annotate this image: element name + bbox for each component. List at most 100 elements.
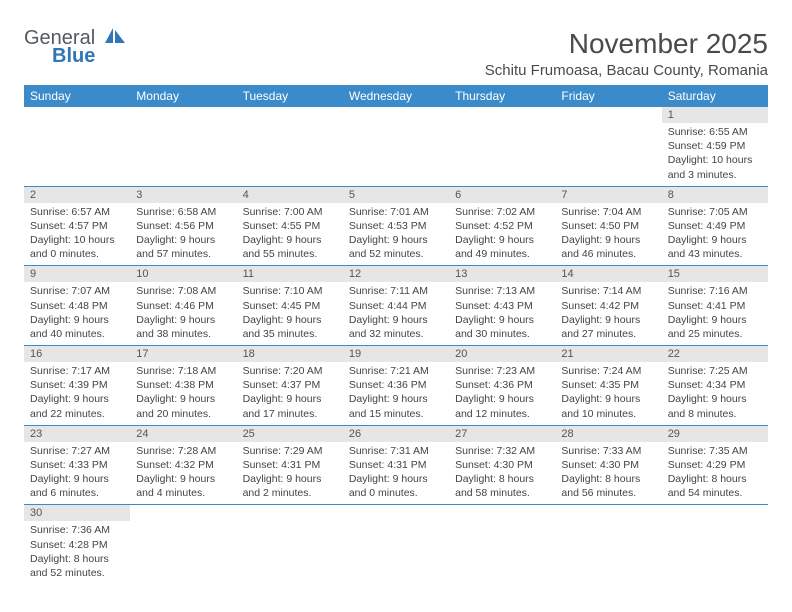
sunrise-text: Sunrise: 7:36 AM [30, 523, 124, 537]
day-cell: 30Sunrise: 7:36 AMSunset: 4:28 PMDayligh… [24, 505, 130, 584]
day-details: Sunrise: 7:25 AMSunset: 4:34 PMDaylight:… [662, 362, 768, 425]
day-cell [343, 107, 449, 186]
sunrise-text: Sunrise: 7:11 AM [349, 284, 443, 298]
sunrise-text: Sunrise: 7:17 AM [30, 364, 124, 378]
daylight-text: Daylight: 9 hours and 38 minutes. [136, 313, 230, 341]
daylight-text: Daylight: 9 hours and 6 minutes. [30, 472, 124, 500]
day-header: Sunday [24, 85, 130, 107]
day-cell: 19Sunrise: 7:21 AMSunset: 4:36 PMDayligh… [343, 346, 449, 426]
day-header: Wednesday [343, 85, 449, 107]
calendar-body: 1Sunrise: 6:55 AMSunset: 4:59 PMDaylight… [24, 107, 768, 584]
day-cell: 21Sunrise: 7:24 AMSunset: 4:35 PMDayligh… [555, 346, 661, 426]
daylight-text: Daylight: 9 hours and 32 minutes. [349, 313, 443, 341]
daylight-text: Daylight: 8 hours and 58 minutes. [455, 472, 549, 500]
day-details: Sunrise: 7:18 AMSunset: 4:38 PMDaylight:… [130, 362, 236, 425]
day-details: Sunrise: 7:07 AMSunset: 4:48 PMDaylight:… [24, 282, 130, 345]
day-number: 23 [24, 426, 130, 442]
day-cell: 25Sunrise: 7:29 AMSunset: 4:31 PMDayligh… [237, 425, 343, 505]
day-number: 8 [662, 187, 768, 203]
logo: General Blue [24, 28, 127, 66]
day-number: 3 [130, 187, 236, 203]
day-number: 11 [237, 266, 343, 282]
daylight-text: Daylight: 8 hours and 52 minutes. [30, 552, 124, 580]
day-details: Sunrise: 7:11 AMSunset: 4:44 PMDaylight:… [343, 282, 449, 345]
day-cell [237, 505, 343, 584]
day-details: Sunrise: 7:13 AMSunset: 4:43 PMDaylight:… [449, 282, 555, 345]
day-cell: 9Sunrise: 7:07 AMSunset: 4:48 PMDaylight… [24, 266, 130, 346]
sunset-text: Sunset: 4:34 PM [668, 378, 762, 392]
day-details: Sunrise: 7:20 AMSunset: 4:37 PMDaylight:… [237, 362, 343, 425]
sunset-text: Sunset: 4:31 PM [349, 458, 443, 472]
daylight-text: Daylight: 10 hours and 0 minutes. [30, 233, 124, 261]
day-cell: 22Sunrise: 7:25 AMSunset: 4:34 PMDayligh… [662, 346, 768, 426]
day-number: 24 [130, 426, 236, 442]
sunrise-text: Sunrise: 7:10 AM [243, 284, 337, 298]
sunrise-text: Sunrise: 7:07 AM [30, 284, 124, 298]
sunrise-text: Sunrise: 7:16 AM [668, 284, 762, 298]
sunset-text: Sunset: 4:38 PM [136, 378, 230, 392]
sunrise-text: Sunrise: 7:31 AM [349, 444, 443, 458]
week-row: 9Sunrise: 7:07 AMSunset: 4:48 PMDaylight… [24, 266, 768, 346]
day-details: Sunrise: 7:35 AMSunset: 4:29 PMDaylight:… [662, 442, 768, 505]
sunset-text: Sunset: 4:49 PM [668, 219, 762, 233]
sunrise-text: Sunrise: 7:25 AM [668, 364, 762, 378]
sunset-text: Sunset: 4:57 PM [30, 219, 124, 233]
daylight-text: Daylight: 9 hours and 40 minutes. [30, 313, 124, 341]
daylight-text: Daylight: 9 hours and 25 minutes. [668, 313, 762, 341]
day-details: Sunrise: 7:00 AMSunset: 4:55 PMDaylight:… [237, 203, 343, 266]
day-cell: 2Sunrise: 6:57 AMSunset: 4:57 PMDaylight… [24, 186, 130, 266]
daylight-text: Daylight: 9 hours and 57 minutes. [136, 233, 230, 261]
day-number: 16 [24, 346, 130, 362]
day-header: Friday [555, 85, 661, 107]
sunrise-text: Sunrise: 7:23 AM [455, 364, 549, 378]
daylight-text: Daylight: 9 hours and 55 minutes. [243, 233, 337, 261]
daylight-text: Daylight: 8 hours and 54 minutes. [668, 472, 762, 500]
daylight-text: Daylight: 9 hours and 52 minutes. [349, 233, 443, 261]
daylight-text: Daylight: 9 hours and 35 minutes. [243, 313, 337, 341]
sunset-text: Sunset: 4:56 PM [136, 219, 230, 233]
day-details: Sunrise: 7:05 AMSunset: 4:49 PMDaylight:… [662, 203, 768, 266]
day-cell [449, 107, 555, 186]
day-number: 25 [237, 426, 343, 442]
sunset-text: Sunset: 4:41 PM [668, 299, 762, 313]
day-number: 30 [24, 505, 130, 521]
daylight-text: Daylight: 9 hours and 20 minutes. [136, 392, 230, 420]
sunset-text: Sunset: 4:33 PM [30, 458, 124, 472]
day-cell: 11Sunrise: 7:10 AMSunset: 4:45 PMDayligh… [237, 266, 343, 346]
day-number: 29 [662, 426, 768, 442]
sunset-text: Sunset: 4:32 PM [136, 458, 230, 472]
daylight-text: Daylight: 9 hours and 0 minutes. [349, 472, 443, 500]
daylight-text: Daylight: 9 hours and 4 minutes. [136, 472, 230, 500]
week-row: 23Sunrise: 7:27 AMSunset: 4:33 PMDayligh… [24, 425, 768, 505]
sunrise-text: Sunrise: 7:28 AM [136, 444, 230, 458]
sunrise-text: Sunrise: 7:27 AM [30, 444, 124, 458]
day-header-row: Sunday Monday Tuesday Wednesday Thursday… [24, 85, 768, 107]
day-number: 13 [449, 266, 555, 282]
sunrise-text: Sunrise: 7:33 AM [561, 444, 655, 458]
daylight-text: Daylight: 9 hours and 49 minutes. [455, 233, 549, 261]
logo-sail-icon [105, 27, 127, 49]
daylight-text: Daylight: 9 hours and 22 minutes. [30, 392, 124, 420]
daylight-text: Daylight: 9 hours and 8 minutes. [668, 392, 762, 420]
sunrise-text: Sunrise: 7:00 AM [243, 205, 337, 219]
month-title: November 2025 [485, 28, 768, 60]
day-cell [449, 505, 555, 584]
day-details: Sunrise: 7:32 AMSunset: 4:30 PMDaylight:… [449, 442, 555, 505]
sunrise-text: Sunrise: 7:05 AM [668, 205, 762, 219]
day-cell: 4Sunrise: 7:00 AMSunset: 4:55 PMDaylight… [237, 186, 343, 266]
day-number: 14 [555, 266, 661, 282]
day-number: 21 [555, 346, 661, 362]
sunrise-text: Sunrise: 7:32 AM [455, 444, 549, 458]
sunrise-text: Sunrise: 7:01 AM [349, 205, 443, 219]
day-cell [555, 505, 661, 584]
day-cell: 6Sunrise: 7:02 AMSunset: 4:52 PMDaylight… [449, 186, 555, 266]
day-header: Monday [130, 85, 236, 107]
daylight-text: Daylight: 9 hours and 30 minutes. [455, 313, 549, 341]
week-row: 2Sunrise: 6:57 AMSunset: 4:57 PMDaylight… [24, 186, 768, 266]
day-cell: 15Sunrise: 7:16 AMSunset: 4:41 PMDayligh… [662, 266, 768, 346]
title-block: November 2025 Schitu Frumoasa, Bacau Cou… [485, 28, 768, 79]
day-number: 7 [555, 187, 661, 203]
sunset-text: Sunset: 4:59 PM [668, 139, 762, 153]
day-cell [130, 107, 236, 186]
day-number: 2 [24, 187, 130, 203]
